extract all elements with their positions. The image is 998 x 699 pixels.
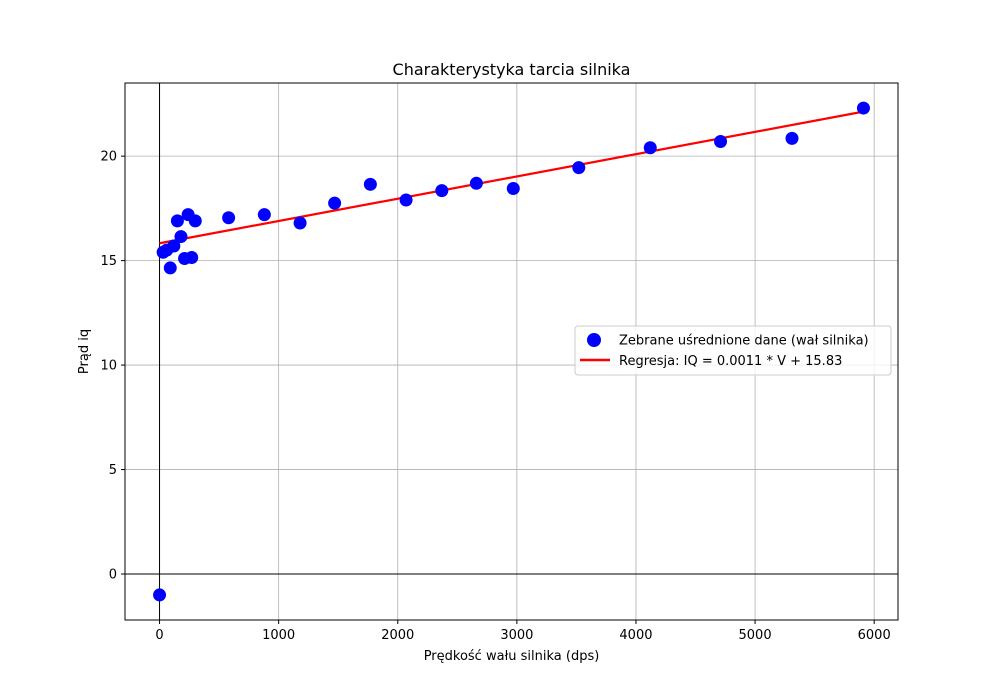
y-tick-label: 20 xyxy=(100,150,117,165)
data-point xyxy=(572,161,586,175)
y-axis-label: Prąd iq xyxy=(77,329,92,374)
data-point xyxy=(222,211,236,225)
legend-box xyxy=(574,325,892,376)
data-point xyxy=(363,177,377,191)
y-tick-label: 10 xyxy=(100,359,117,374)
data-point xyxy=(785,131,799,145)
x-tick-label: 6000 xyxy=(858,628,891,643)
data-point xyxy=(328,196,342,210)
data-point xyxy=(714,135,728,149)
axes-frame xyxy=(124,82,899,621)
data-point xyxy=(188,214,202,228)
data-point xyxy=(399,193,413,207)
legend-label-line: Regresja: IQ = 0.0011 * V + 15.83 xyxy=(619,354,842,369)
y-tick-label: 0 xyxy=(109,568,117,583)
data-point xyxy=(856,101,870,115)
legend-label-scatter: Zebrane uśrednione dane (wał silnika) xyxy=(619,334,869,349)
regression-line xyxy=(159,110,864,245)
x-tick-label: 2000 xyxy=(381,628,414,643)
data-point xyxy=(153,588,167,602)
x-tick-label: 0 xyxy=(155,628,163,643)
data-point xyxy=(506,182,520,196)
data-point xyxy=(170,214,184,228)
x-tick-label: 1000 xyxy=(262,628,295,643)
data-point xyxy=(435,184,449,198)
data-point xyxy=(185,250,199,264)
legend-marker-scatter xyxy=(587,333,601,347)
x-axis-label: Prędkość wału silnika (dps) xyxy=(424,649,600,664)
x-tick-label: 5000 xyxy=(739,628,772,643)
x-tick-label: 3000 xyxy=(500,628,533,643)
x-tick-label: 4000 xyxy=(619,628,652,643)
y-tick-label: 15 xyxy=(100,254,117,269)
chart-title: Charakterystyka tarcia silnika xyxy=(393,60,631,79)
data-point xyxy=(174,230,188,244)
y-tick-label: 5 xyxy=(109,463,117,478)
legend: Zebrane uśrednione dane (wał silnika) Re… xyxy=(574,325,892,376)
data-point xyxy=(167,239,181,253)
data-point xyxy=(643,141,657,155)
data-point xyxy=(293,216,307,230)
data-point xyxy=(469,176,483,190)
data-point xyxy=(163,261,177,275)
data-point xyxy=(257,208,271,222)
